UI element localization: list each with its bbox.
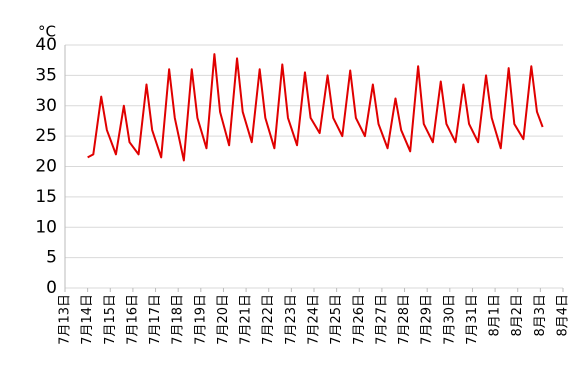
x-tick-label: 7月16日 bbox=[125, 294, 140, 345]
x-tick-label: 7月20日 bbox=[216, 294, 231, 345]
x-tick-label: 7月27日 bbox=[374, 294, 389, 345]
x-tick-label: 7月22日 bbox=[261, 294, 276, 345]
x-tick-label: 7月14日 bbox=[80, 294, 95, 345]
y-tick-label: 30 bbox=[35, 96, 57, 116]
x-tick-label: 8月3日 bbox=[533, 294, 548, 337]
x-tick-label: 7月15日 bbox=[103, 294, 118, 345]
y-tick-label: 35 bbox=[35, 65, 57, 85]
x-tick-label: 7月24日 bbox=[307, 294, 322, 345]
x-tick-label: 8月2日 bbox=[510, 294, 525, 337]
y-tick-label: 20 bbox=[35, 157, 57, 177]
y-tick-label: 10 bbox=[35, 217, 57, 237]
x-tick-label: 7月13日 bbox=[58, 294, 73, 345]
x-tick-label: 7月28日 bbox=[397, 294, 412, 345]
unit-label: °C bbox=[38, 23, 56, 41]
x-tick-label: 8月4日 bbox=[556, 294, 571, 337]
x-tick-label: 7月21日 bbox=[239, 294, 254, 345]
y-tick-label: 0 bbox=[46, 278, 57, 298]
y-tick-label: 5 bbox=[46, 248, 57, 268]
x-tick-label: 7月30日 bbox=[442, 294, 457, 345]
x-tick-label: 7月23日 bbox=[284, 294, 299, 345]
x-tick-label: 8月1日 bbox=[488, 294, 503, 337]
x-tick-label: 7月18日 bbox=[171, 294, 186, 345]
y-tick-label: 40 bbox=[35, 35, 57, 55]
y-tick-label: 25 bbox=[35, 126, 57, 146]
x-tick-label: 7月31日 bbox=[465, 294, 480, 345]
x-tick-label: 7月29日 bbox=[420, 294, 435, 345]
x-tick-label: 7月25日 bbox=[329, 294, 344, 345]
x-tick-label: 7月17日 bbox=[148, 294, 163, 345]
y-tick-label: 15 bbox=[35, 187, 57, 207]
x-tick-label: 7月19日 bbox=[193, 294, 208, 345]
data-line bbox=[87, 53, 544, 162]
x-tick-label: 7月26日 bbox=[352, 294, 367, 345]
